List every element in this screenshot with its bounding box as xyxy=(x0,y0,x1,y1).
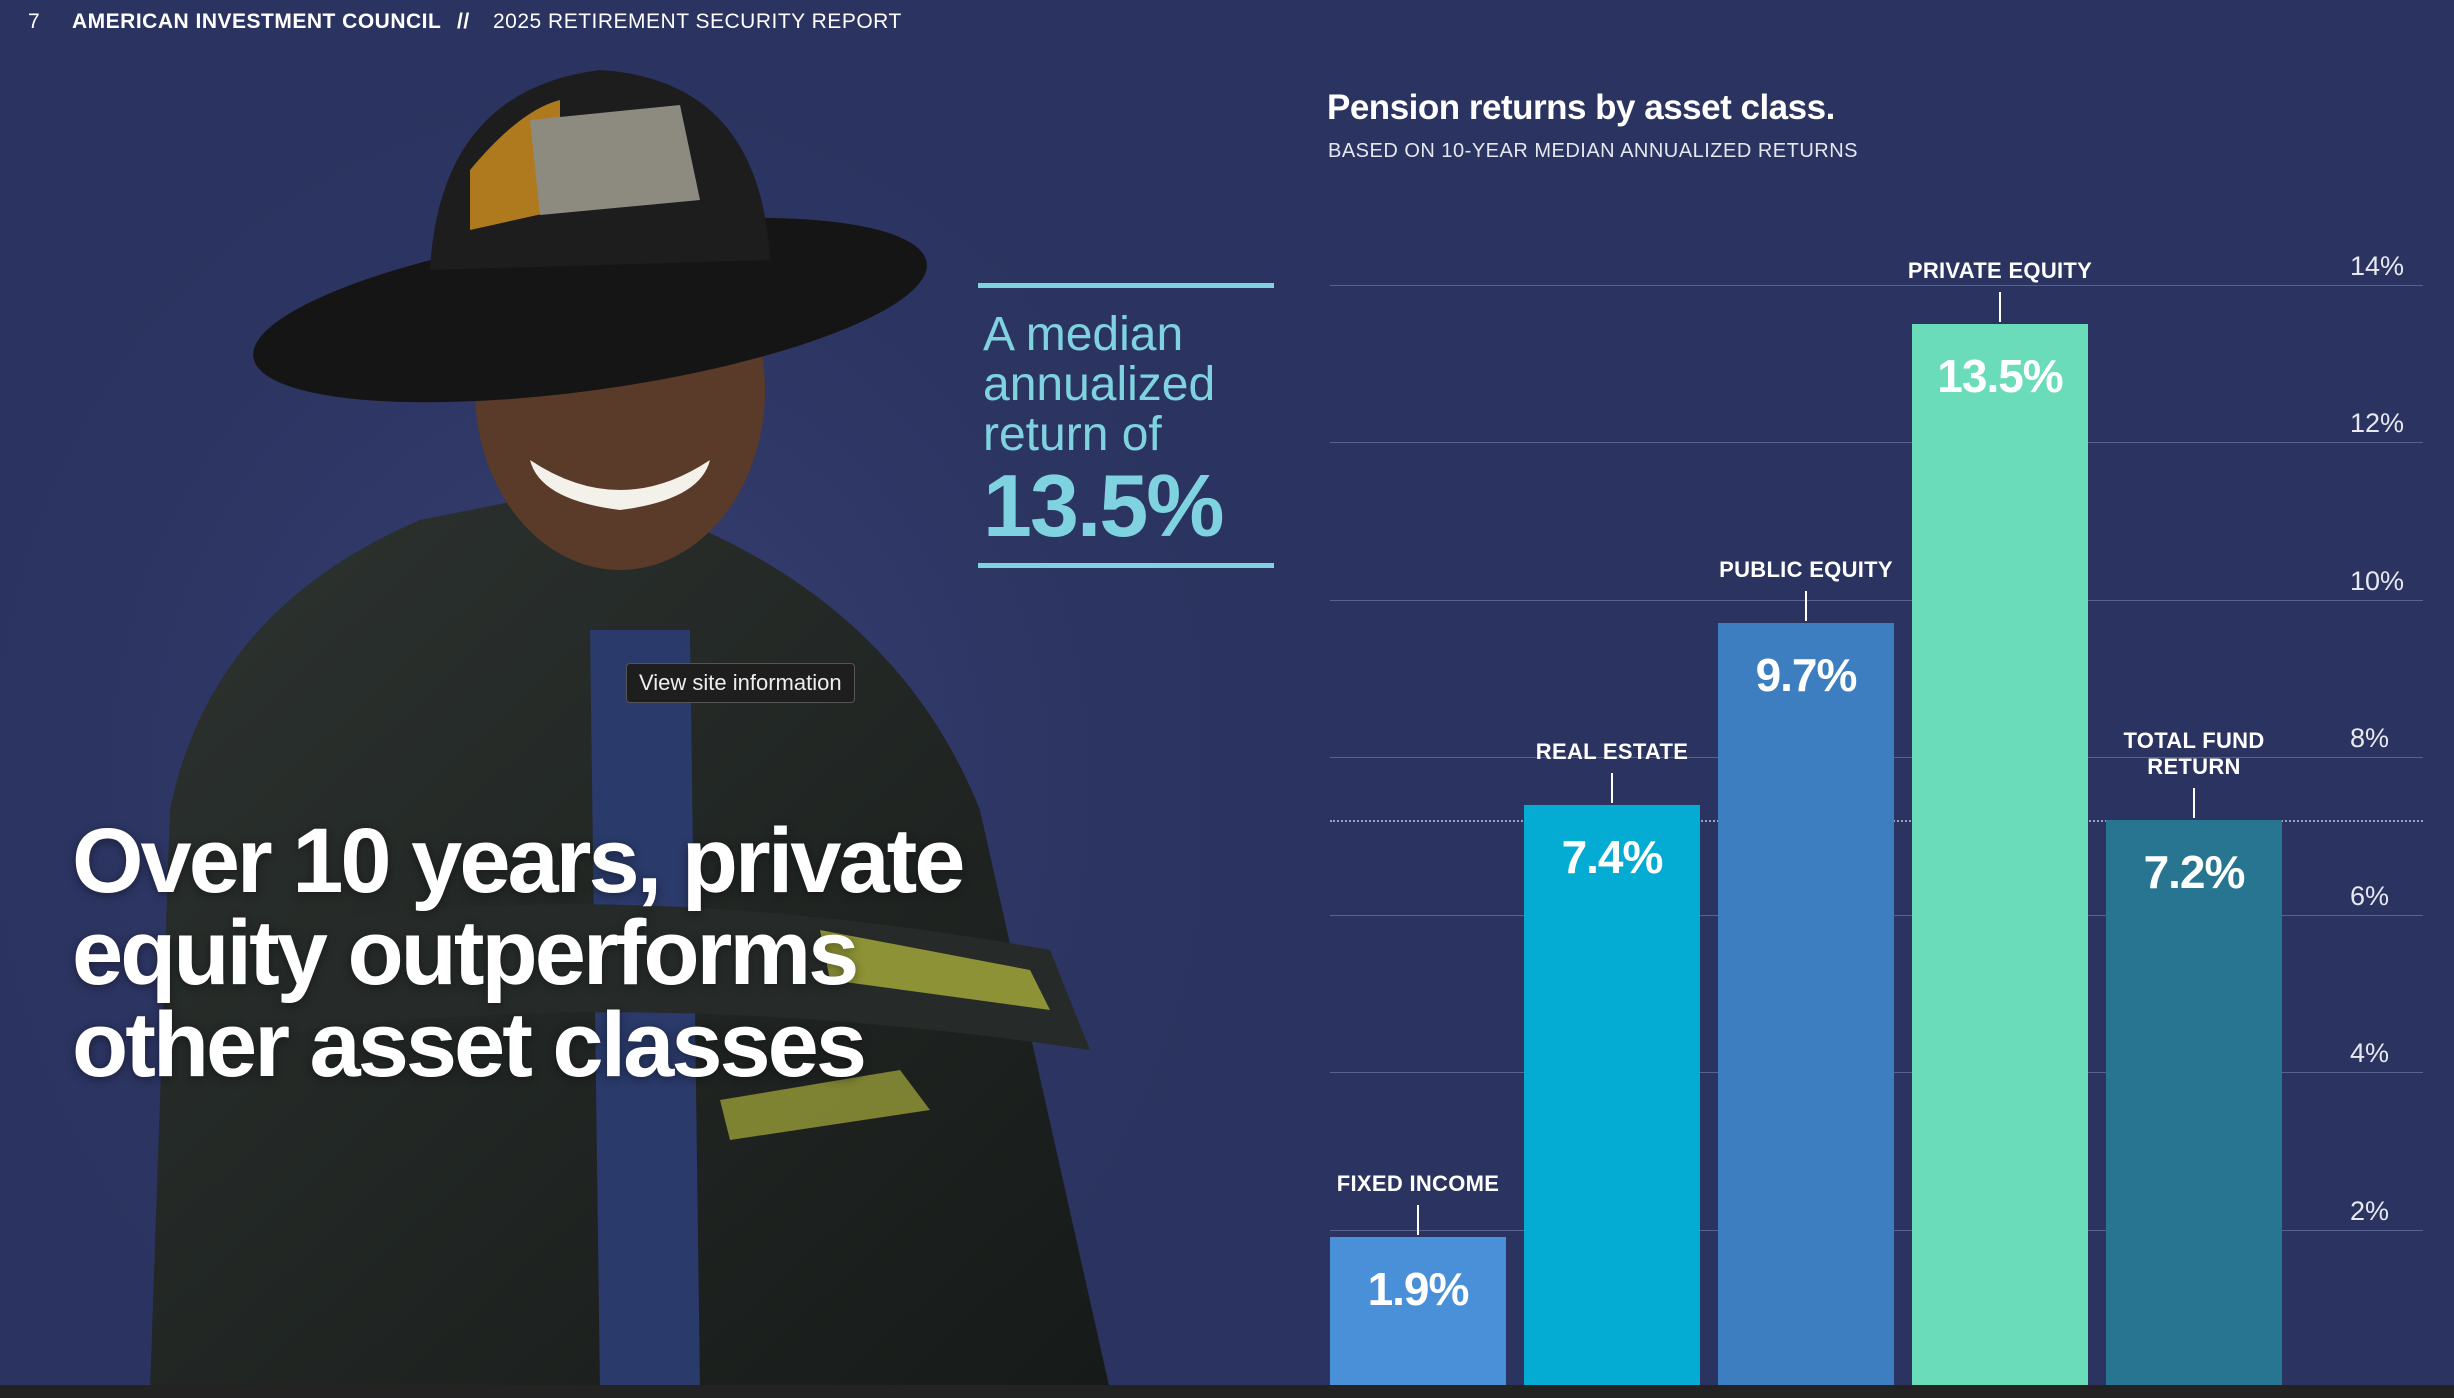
category-label: PUBLIC EQUITY xyxy=(1719,557,1893,583)
bar xyxy=(1912,324,2088,1387)
grid-line xyxy=(1330,442,2423,444)
value-label: 13.5% xyxy=(1937,350,2063,403)
y-tick-label: 14% xyxy=(2350,251,2405,281)
org-name: AMERICAN INVESTMENT COUNCIL xyxy=(72,10,442,33)
value-label: 1.9% xyxy=(1367,1263,1470,1316)
category-label: FIXED INCOME xyxy=(1336,1171,1500,1197)
category-label: REAL ESTATE xyxy=(1535,738,1689,764)
grid-line xyxy=(1330,599,2423,601)
value-label: 7.2% xyxy=(2143,846,2246,899)
value-label: 9.7% xyxy=(1755,649,1858,702)
label-tick xyxy=(2193,788,2195,819)
label-tick xyxy=(1805,591,1807,622)
callout-rule xyxy=(978,283,1274,288)
y-tick-label: 4% xyxy=(2350,1038,2390,1069)
y-tick-label: 12% xyxy=(2350,408,2405,439)
bar xyxy=(1524,804,1700,1387)
callout-text: A median annualized return of xyxy=(983,308,1216,461)
report-name: 2025 RETIREMENT SECURITY REPORT xyxy=(493,10,902,33)
label-tick xyxy=(1611,772,1613,803)
page-number: 7 xyxy=(28,10,41,33)
y-tick-label: 8% xyxy=(2350,723,2390,754)
headline: Over 10 years, private equity outperform… xyxy=(72,810,965,1096)
callout-rule xyxy=(978,563,1274,568)
grid-line xyxy=(1330,285,2423,286)
chart-subtitle: BASED ON 10-YEAR MEDIAN ANNUALIZED RETUR… xyxy=(1328,140,1858,162)
bar xyxy=(2106,820,2282,1387)
category-label: TOTAL FUND RETURN xyxy=(2123,728,2265,780)
label-tick xyxy=(1999,292,2001,323)
bar xyxy=(1330,1237,1506,1387)
category-label: PRIVATE EQUITY xyxy=(1907,258,2093,284)
chart-title: Pension returns by asset class. xyxy=(1327,88,1835,127)
y-tick-label: 6% xyxy=(2350,880,2390,911)
photo xyxy=(0,50,1200,1390)
y-tick-label: 10% xyxy=(2350,565,2405,596)
label-tick xyxy=(1417,1205,1419,1236)
value-label: 7.4% xyxy=(1561,830,1664,883)
callout-figure: 13.5% xyxy=(983,456,1225,555)
y-tick-label: 2% xyxy=(2350,1195,2390,1226)
bottom-bar xyxy=(0,1385,2454,1398)
tooltip: View site information xyxy=(626,663,855,703)
bar xyxy=(1718,623,1894,1387)
separator: // xyxy=(457,10,470,33)
